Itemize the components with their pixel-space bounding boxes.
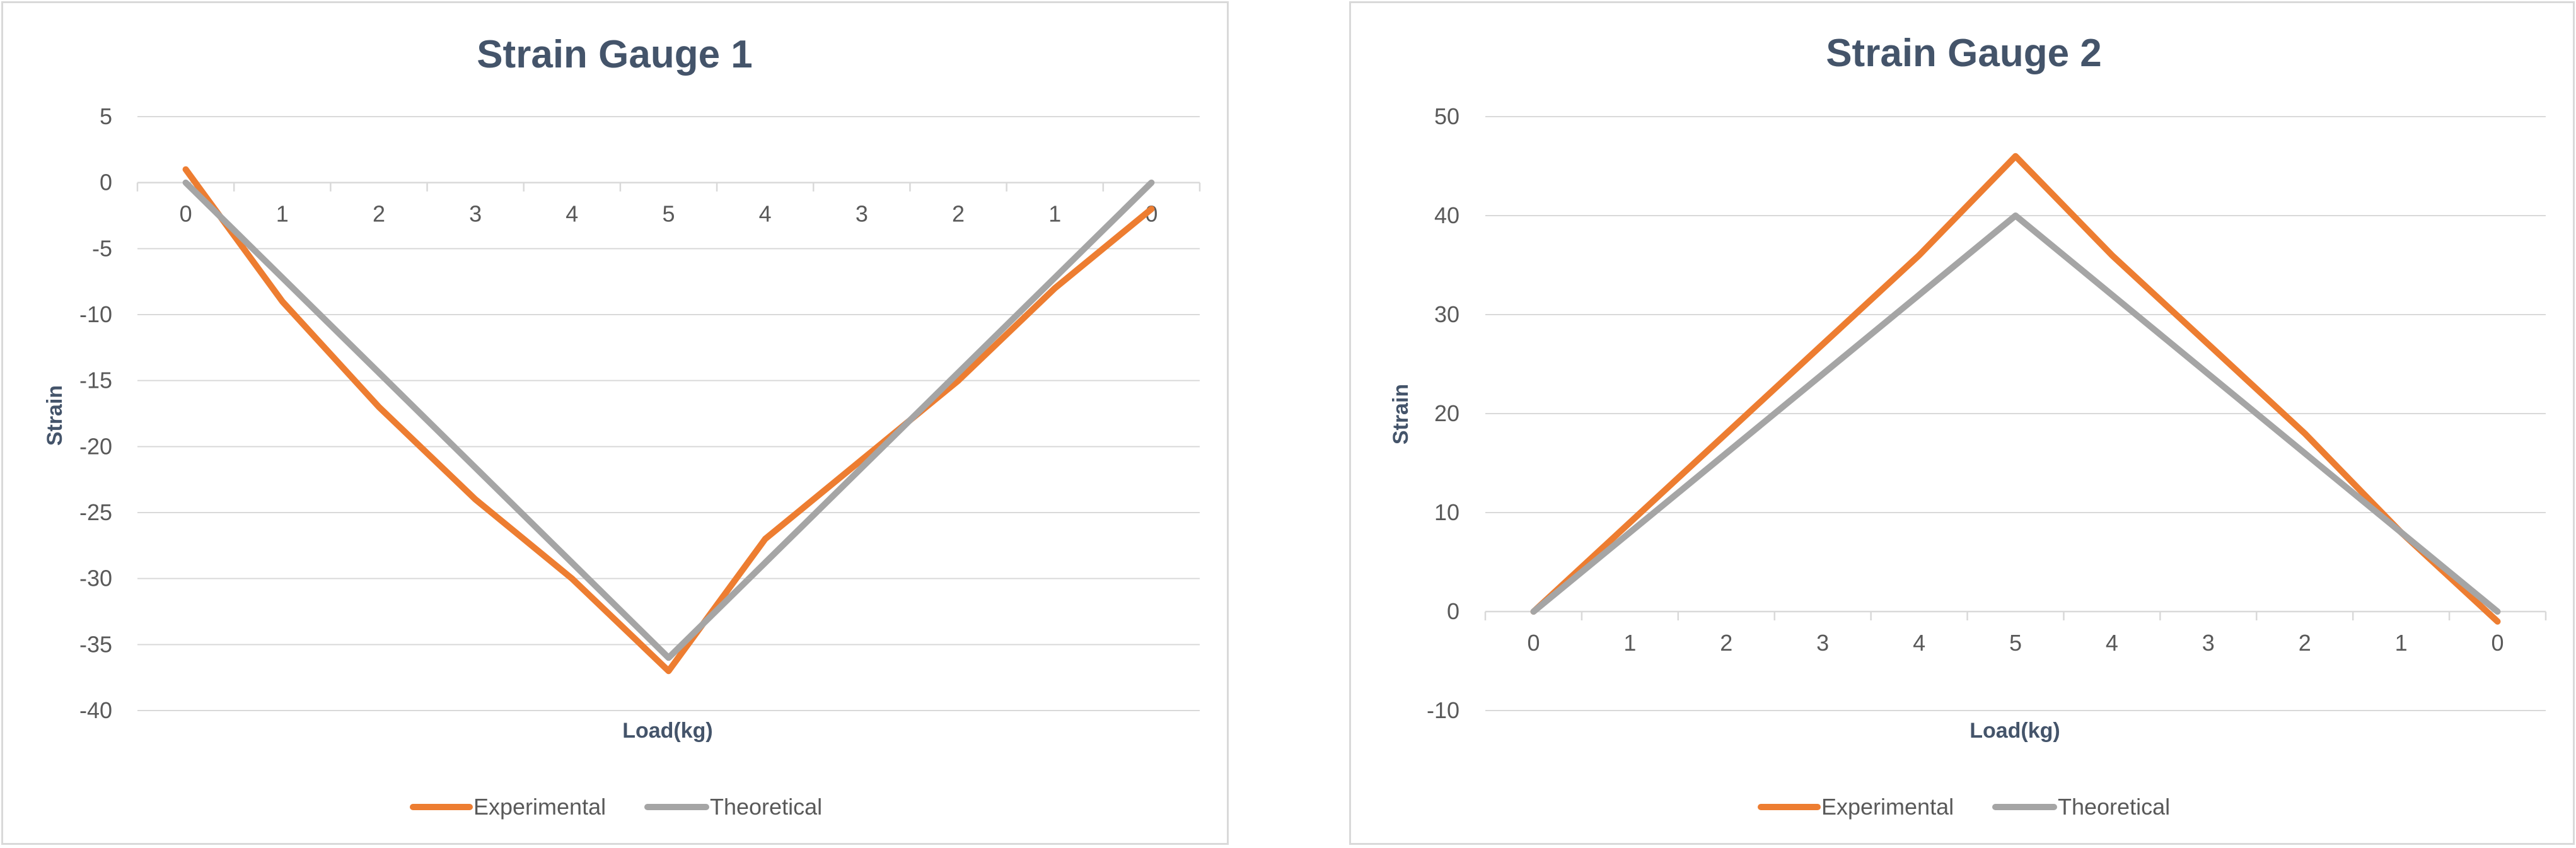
x-tick-label: 5: [662, 201, 675, 227]
plot-area: [182, 166, 1155, 675]
x-axis-title: Load(kg): [622, 719, 713, 743]
x-tick-label: 1: [276, 201, 289, 227]
x-tick-label: 0: [180, 201, 192, 227]
series-line-experimental: [1530, 153, 2501, 625]
y-tick-label: 20: [1434, 400, 1459, 426]
legend-label-theoretical: Theoretical: [2058, 794, 2170, 820]
plot-area: [1530, 153, 2501, 625]
x-tick-labels: 0 1 2 3 4 5 4 3 2 1 0: [1527, 630, 2503, 656]
x-axis-title: Load(kg): [1970, 719, 2060, 743]
y-tick-label: -5: [92, 235, 112, 261]
y-tick-label: -10: [79, 301, 112, 327]
y-tick-label: 0: [100, 170, 112, 195]
gridlines: [1485, 116, 2546, 711]
x-tick-label: 1: [2395, 630, 2408, 656]
y-tick-label: -10: [1427, 697, 1459, 723]
x-tick-label: 4: [1913, 630, 1925, 656]
x-tick-label: 2: [373, 201, 385, 227]
x-tick-label: 2: [952, 201, 965, 227]
x-tick-label: 2: [1720, 630, 1732, 656]
chart-strain-gauge-1: Strain Gauge 1 5 0 -5 -10 -15 -20 -25 -30 -35 -40…: [43, 33, 1201, 820]
x-tick-label: 3: [1816, 630, 1829, 656]
chart-panel-strain-gauge-1: Strain Gauge 1 5 0 -5 -10 -15 -20 -25 -30 -35 -40…: [1, 1, 1229, 845]
x-tick-label: 1: [1048, 201, 1061, 227]
y-axis-title: Strain: [1389, 384, 1413, 444]
y-axis-title: Strain: [43, 385, 67, 446]
x-tick-label: 3: [2202, 630, 2215, 656]
y-tick-label: -40: [79, 697, 112, 723]
x-tick-label: 3: [856, 201, 868, 227]
x-tick-label: 3: [469, 201, 482, 227]
y-tick-label: 10: [1434, 499, 1459, 525]
y-tick-label: 0: [1447, 598, 1459, 624]
y-tick-label: -30: [79, 566, 112, 591]
x-tick-label: 1: [1623, 630, 1636, 656]
x-tick-label: 0: [1145, 201, 1157, 227]
series-line-theoretical: [1530, 212, 2501, 615]
y-tick-label: -15: [79, 368, 112, 393]
y-tick-label: 5: [100, 103, 112, 129]
legend: Experimental Theoretical: [410, 794, 822, 820]
y-tick-labels: 50 40 30 20 10 0 -10: [1427, 103, 1459, 723]
gridlines: [137, 116, 1200, 711]
y-tick-label: -20: [79, 433, 112, 459]
x-tick-label: 4: [566, 201, 578, 227]
x-tick-label: 5: [2009, 630, 2022, 656]
x-tick-label: 4: [759, 201, 772, 227]
chart-title: Strain Gauge 1: [477, 33, 753, 76]
y-tick-label: -35: [79, 631, 112, 657]
series-line-experimental: [182, 166, 1155, 675]
legend-label-experimental: Experimental: [1821, 794, 1954, 820]
x-tick-labels: 0 1 2 3 4 5 4 3 2 1 0: [180, 201, 1158, 227]
y-tick-labels: 5 0 -5 -10 -15 -20 -25 -30 -35 -40: [79, 103, 112, 723]
x-tick-label: 4: [2106, 630, 2118, 656]
y-tick-label: 40: [1434, 202, 1459, 228]
x-tick-label: 0: [2492, 630, 2504, 656]
x-tick-label: 2: [2299, 630, 2311, 656]
y-tick-label: 50: [1434, 103, 1459, 129]
category-ticks: [136, 182, 1201, 192]
y-tick-label: 30: [1434, 301, 1459, 327]
legend: Experimental Theoretical: [1758, 794, 2170, 820]
category-ticks: [1484, 610, 2547, 620]
legend-label-theoretical: Theoretical: [710, 794, 822, 820]
y-tick-label: -25: [79, 499, 112, 525]
series-line-theoretical: [182, 179, 1155, 661]
chart-title: Strain Gauge 2: [1826, 32, 2102, 75]
legend-label-experimental: Experimental: [473, 794, 606, 820]
x-tick-label: 0: [1527, 630, 1540, 656]
